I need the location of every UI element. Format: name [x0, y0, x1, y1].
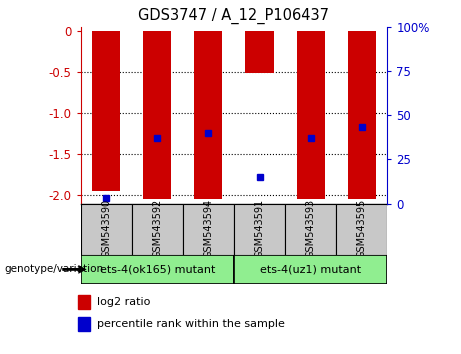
- Bar: [81, 204, 132, 255]
- Text: GSM543593: GSM543593: [306, 199, 316, 258]
- Text: GSM543590: GSM543590: [101, 199, 111, 258]
- Bar: [81, 255, 234, 284]
- Bar: [336, 204, 387, 255]
- Title: GDS3747 / A_12_P106437: GDS3747 / A_12_P106437: [138, 7, 330, 24]
- Bar: [195, 31, 223, 199]
- Text: genotype/variation: genotype/variation: [5, 264, 104, 274]
- Text: GSM543594: GSM543594: [203, 199, 213, 258]
- Bar: [296, 31, 325, 199]
- Text: GSM543592: GSM543592: [152, 199, 162, 258]
- Text: ets-4(ok165) mutant: ets-4(ok165) mutant: [100, 264, 215, 274]
- Text: percentile rank within the sample: percentile rank within the sample: [97, 319, 284, 329]
- Bar: [285, 204, 336, 255]
- Text: log2 ratio: log2 ratio: [97, 297, 150, 307]
- Bar: [132, 204, 183, 255]
- Bar: [348, 31, 376, 199]
- Bar: [234, 204, 285, 255]
- Bar: [234, 255, 387, 284]
- Bar: [143, 31, 171, 199]
- Text: GSM543595: GSM543595: [357, 199, 366, 258]
- Bar: [78, 317, 90, 331]
- Text: GSM543591: GSM543591: [254, 199, 265, 258]
- Bar: [92, 31, 120, 191]
- Bar: [78, 295, 90, 309]
- Bar: [183, 204, 234, 255]
- Text: ets-4(uz1) mutant: ets-4(uz1) mutant: [260, 264, 361, 274]
- Bar: [245, 31, 273, 74]
